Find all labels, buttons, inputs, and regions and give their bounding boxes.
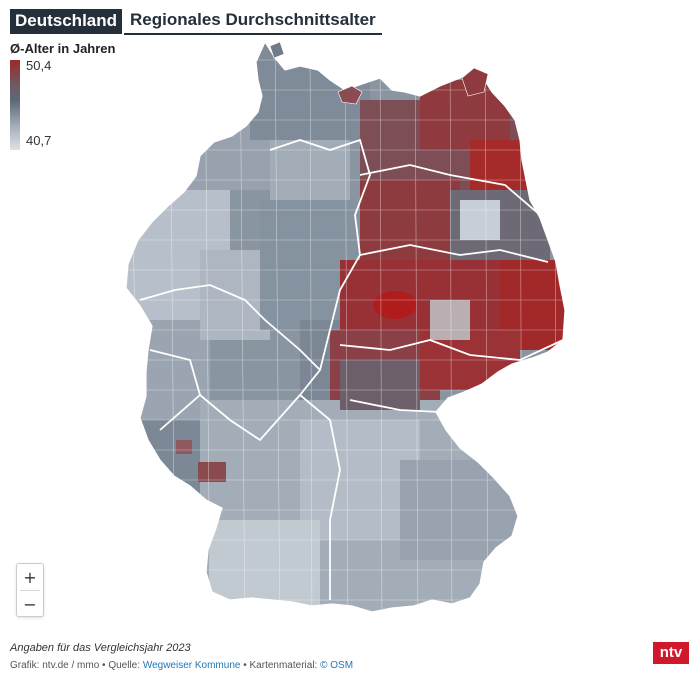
credit-mid: • Kartenmaterial:: [240, 660, 321, 671]
ntv-logo: ntv: [653, 642, 689, 664]
footnote: Angaben für das Vergleichsjahr 2023: [10, 642, 191, 654]
osm-link[interactable]: © OSM: [320, 660, 354, 671]
credit-line: Grafik: ntv.de / mmo • Quelle: Wegweiser…: [10, 660, 353, 671]
state-borders: [139, 138, 564, 600]
credit-prefix: Grafik: ntv.de / mmo • Quelle:: [10, 660, 143, 671]
island-fehmarn: [337, 85, 363, 105]
island-sylt: [269, 41, 285, 59]
legend-title: Ø-Alter in Jahren: [10, 41, 116, 56]
zoom-separator: [20, 590, 40, 591]
zoom-control: + −: [16, 563, 44, 617]
legend-color-scale: [10, 60, 20, 150]
region-tag: Deutschland: [10, 9, 123, 34]
island-ruegen: [461, 67, 489, 97]
legend-max-value: 50,4: [26, 58, 52, 73]
legend-min-value: 40,7: [26, 133, 52, 148]
zoom-in-button[interactable]: +: [17, 564, 43, 590]
districts-layer: [126, 42, 565, 612]
zoom-out-button[interactable]: −: [17, 591, 43, 617]
header: Deutschland Regionales Durchschnittsalte…: [10, 8, 382, 35]
map-title: Regionales Durchschnittsalter: [124, 8, 382, 35]
source-link[interactable]: Wegweiser Kommune: [142, 660, 241, 671]
